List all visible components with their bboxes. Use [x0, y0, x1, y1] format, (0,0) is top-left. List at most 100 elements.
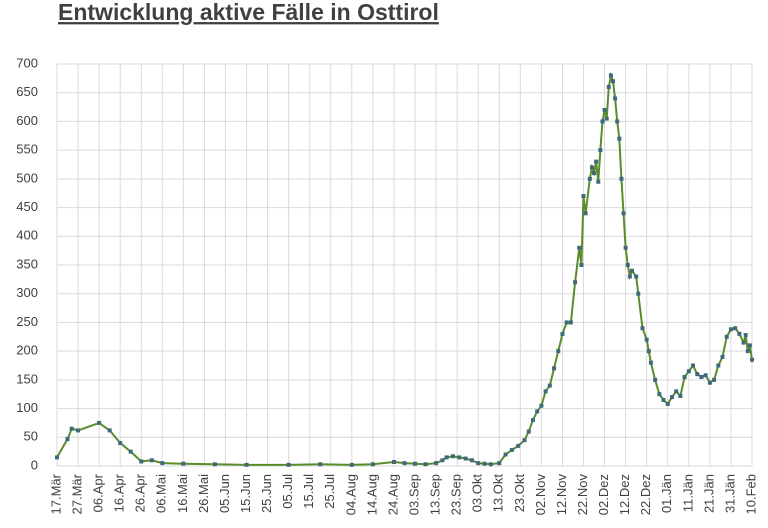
data-point	[349, 462, 354, 467]
data-point	[526, 429, 531, 434]
data-point	[509, 447, 514, 452]
data-point	[97, 420, 102, 425]
data-point	[370, 462, 375, 467]
data-point	[613, 96, 618, 101]
data-point	[743, 333, 748, 338]
data-point	[318, 462, 323, 467]
data-point	[503, 452, 508, 457]
data-point	[733, 326, 738, 331]
data-point	[640, 326, 645, 331]
y-tick-label: 500	[16, 170, 38, 185]
data-point	[516, 443, 521, 448]
data-point	[556, 349, 561, 354]
data-point	[728, 327, 733, 332]
data-point	[552, 366, 557, 371]
x-tick-label: 05.Jun	[217, 474, 232, 513]
x-tick-label: 11.Jän	[680, 474, 695, 512]
data-point	[646, 349, 651, 354]
data-point	[589, 165, 594, 170]
data-point	[741, 340, 746, 345]
y-tick-label: 300	[16, 285, 38, 300]
data-point	[707, 380, 712, 385]
data-point	[482, 461, 487, 466]
data-point	[606, 84, 611, 89]
x-tick-label: 23.Sep	[449, 474, 464, 515]
y-tick-label: 350	[16, 256, 38, 271]
data-point	[699, 374, 704, 379]
y-tick-label: 600	[16, 113, 38, 128]
y-tick-label: 400	[16, 228, 38, 243]
chart-title: Entwicklung aktive Fälle in Osttirol	[58, 0, 439, 25]
x-tick-label: 17.Mär	[48, 473, 63, 514]
data-point	[107, 428, 112, 433]
x-tick-label: 13.Okt	[491, 474, 506, 513]
data-point	[476, 461, 481, 466]
x-tick-label: 03.Okt	[470, 474, 485, 513]
x-tick-label: 15.Jul	[301, 474, 316, 509]
x-tick-label: 26.Apr	[133, 473, 148, 512]
data-point	[535, 409, 540, 414]
x-tick-label: 03.Sep	[406, 474, 421, 515]
data-point	[212, 462, 217, 467]
data-point	[160, 461, 165, 466]
x-tick-label: 13.Sep	[428, 474, 443, 515]
data-point	[644, 337, 649, 342]
y-tick-label: 150	[16, 371, 38, 386]
data-point	[695, 372, 700, 377]
data-point	[724, 334, 729, 339]
data-point	[413, 461, 418, 466]
data-point	[598, 148, 603, 153]
x-tick-label: 31.Jän	[722, 474, 737, 513]
data-point	[621, 211, 626, 216]
data-point	[573, 280, 578, 285]
data-point	[65, 437, 70, 442]
data-point	[450, 454, 455, 459]
data-point	[457, 455, 462, 460]
data-point	[434, 461, 439, 466]
data-point	[577, 245, 582, 250]
data-point	[634, 274, 639, 279]
data-point	[423, 462, 428, 467]
data-point	[391, 459, 396, 464]
x-tick-label: 12.Nov	[554, 474, 569, 516]
data-point	[669, 395, 674, 400]
data-point	[720, 354, 725, 359]
data-point	[629, 268, 634, 273]
data-point	[181, 461, 186, 466]
data-point	[444, 455, 449, 460]
x-tick-label: 25.Jun	[259, 474, 274, 513]
data-point	[737, 331, 742, 336]
data-point	[661, 397, 666, 402]
data-point	[543, 389, 548, 394]
data-point	[596, 179, 601, 184]
y-tick-label: 700	[16, 55, 38, 70]
data-point	[564, 320, 569, 325]
data-point	[402, 461, 407, 466]
y-tick-label: 100	[16, 400, 38, 415]
data-point	[587, 176, 592, 181]
data-point	[69, 426, 74, 431]
data-point	[286, 462, 291, 467]
data-point	[539, 403, 544, 408]
data-point	[745, 349, 750, 354]
x-tick-label: 26.Mai	[196, 474, 211, 513]
x-tick-label: 21.Jän	[701, 474, 716, 513]
x-tick-label: 25.Jul	[322, 474, 337, 509]
data-point	[244, 462, 249, 467]
data-point	[682, 374, 687, 379]
x-tick-label: 27.Mär	[69, 473, 84, 514]
data-point	[712, 377, 717, 382]
x-tick-label: 23.Okt	[512, 474, 527, 513]
x-tick-label: 24.Aug	[385, 474, 400, 515]
x-tick-label: 15.Jun	[238, 474, 253, 513]
data-point	[678, 393, 683, 398]
x-tick-label: 05.Jul	[280, 474, 295, 509]
data-point	[674, 389, 679, 394]
data-point	[608, 73, 613, 78]
x-tick-label: 02.Dez	[596, 474, 611, 515]
data-point	[440, 458, 445, 463]
y-tick-label: 50	[24, 429, 38, 444]
data-point	[522, 438, 527, 443]
data-point	[619, 176, 624, 181]
x-tick-label: 12.Dez	[617, 474, 632, 515]
